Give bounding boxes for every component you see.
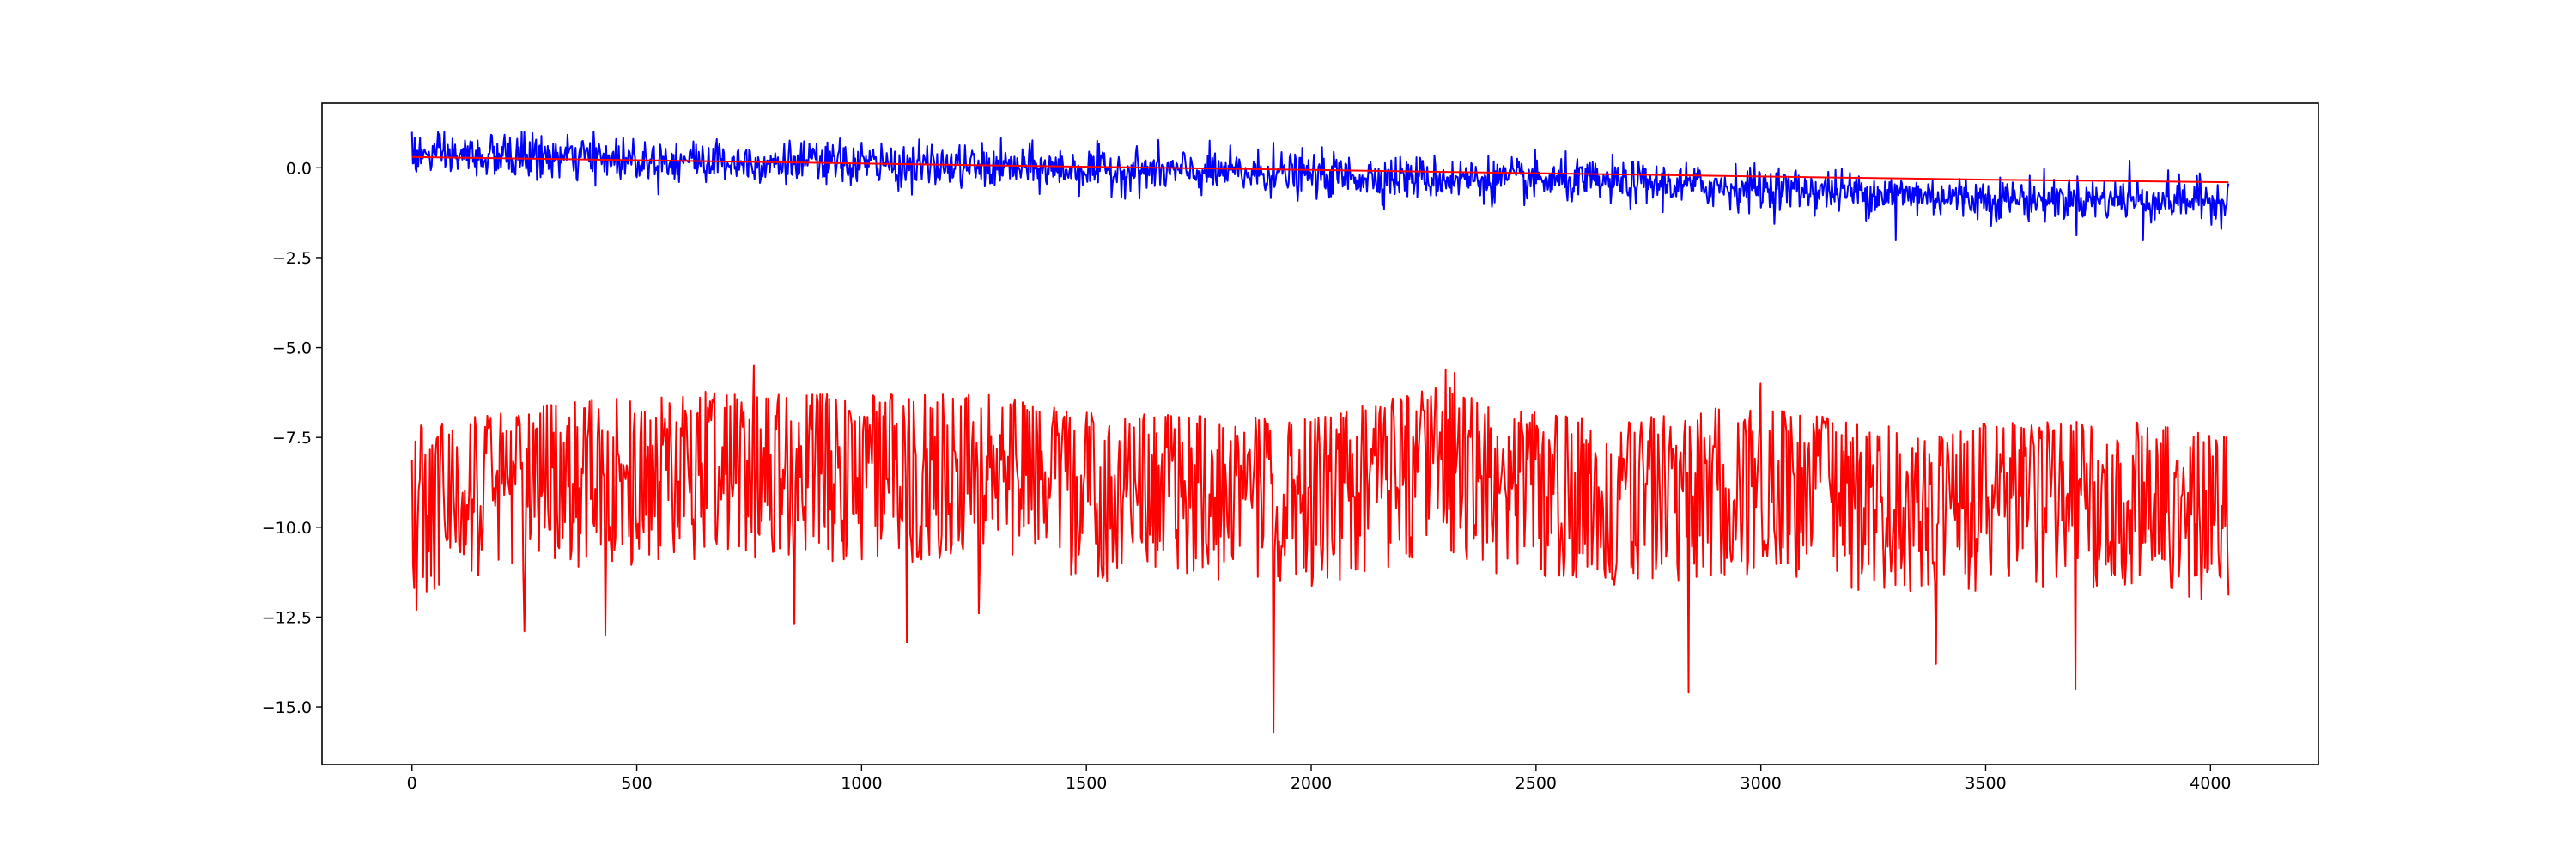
- x-tick-label: 4000: [2190, 774, 2231, 793]
- x-tick-label: 0: [407, 774, 417, 793]
- x-tick-label: 3000: [1740, 774, 1781, 793]
- y-tick-label: −2.5: [272, 249, 312, 268]
- y-axis: 0.0 −2.5 −5.0 −7.5 −10.0 −12.5 −15.0: [262, 159, 322, 717]
- y-tick-label: −10.0: [262, 519, 312, 538]
- y-tick-label: −12.5: [262, 608, 312, 627]
- x-tick-label: 1500: [1066, 774, 1107, 793]
- x-axis: 0 500 1000 1500 2000 2500 3000 3500 4000: [407, 765, 2232, 793]
- x-tick-label: 2000: [1291, 774, 1332, 793]
- x-tick-label: 500: [621, 774, 652, 793]
- y-tick-label: −7.5: [272, 429, 312, 448]
- data-layer: [410, 131, 2230, 734]
- plot-frame: [321, 102, 2319, 765]
- y-tick-label: −15.0: [262, 698, 312, 717]
- x-tick-label: 1000: [841, 774, 882, 793]
- y-tick-label: −5.0: [272, 339, 312, 358]
- series-red-trend-line: [411, 155, 2229, 184]
- series-blue-signal: [410, 131, 2230, 241]
- y-tick-label: 0.0: [286, 159, 312, 178]
- x-tick-label: 2500: [1516, 774, 1557, 793]
- series-red-signal: [410, 364, 2230, 734]
- x-tick-label: 3500: [1965, 774, 2006, 793]
